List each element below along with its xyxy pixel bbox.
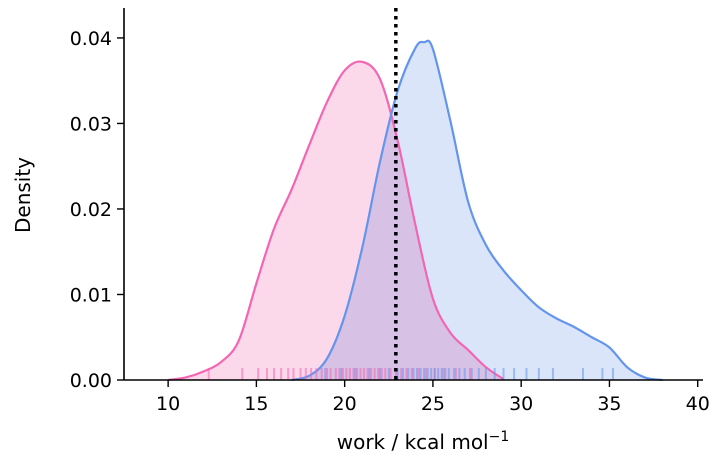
x-tick-label-3: 25	[421, 393, 445, 415]
rug-marks	[207, 368, 614, 380]
y-tick-label-0: 0.00	[70, 370, 112, 392]
x-tick-label-0: 10	[156, 393, 180, 415]
density-fill-series-1	[291, 40, 663, 380]
y-tick-label-1: 0.01	[70, 284, 112, 306]
density-line-series-1	[291, 39, 663, 382]
plot-area	[167, 39, 663, 382]
x-axis-title-text: work / kcal mol	[337, 430, 489, 454]
x-tick-label-5: 35	[597, 393, 621, 415]
density-line-series-0	[167, 60, 505, 382]
tick-labels: 10 15 20 25 30 35 40 0.00 0.01 0.02 0.03 0.04	[70, 28, 710, 415]
y-axis-title: Density	[11, 157, 35, 233]
x-tick-label-6: 40	[686, 393, 710, 415]
y-tick-label-4: 0.04	[70, 28, 112, 50]
axes	[117, 8, 703, 387]
x-tick-label-2: 20	[333, 393, 357, 415]
y-tick-label-2: 0.02	[70, 199, 112, 221]
x-tick-label-1: 15	[244, 393, 268, 415]
x-tick-label-4: 30	[509, 393, 533, 415]
x-axis-title: work / kcal mol−1	[337, 429, 510, 454]
x-axis-title-superscript: −1	[489, 429, 510, 445]
y-tick-label-3: 0.03	[70, 113, 112, 135]
